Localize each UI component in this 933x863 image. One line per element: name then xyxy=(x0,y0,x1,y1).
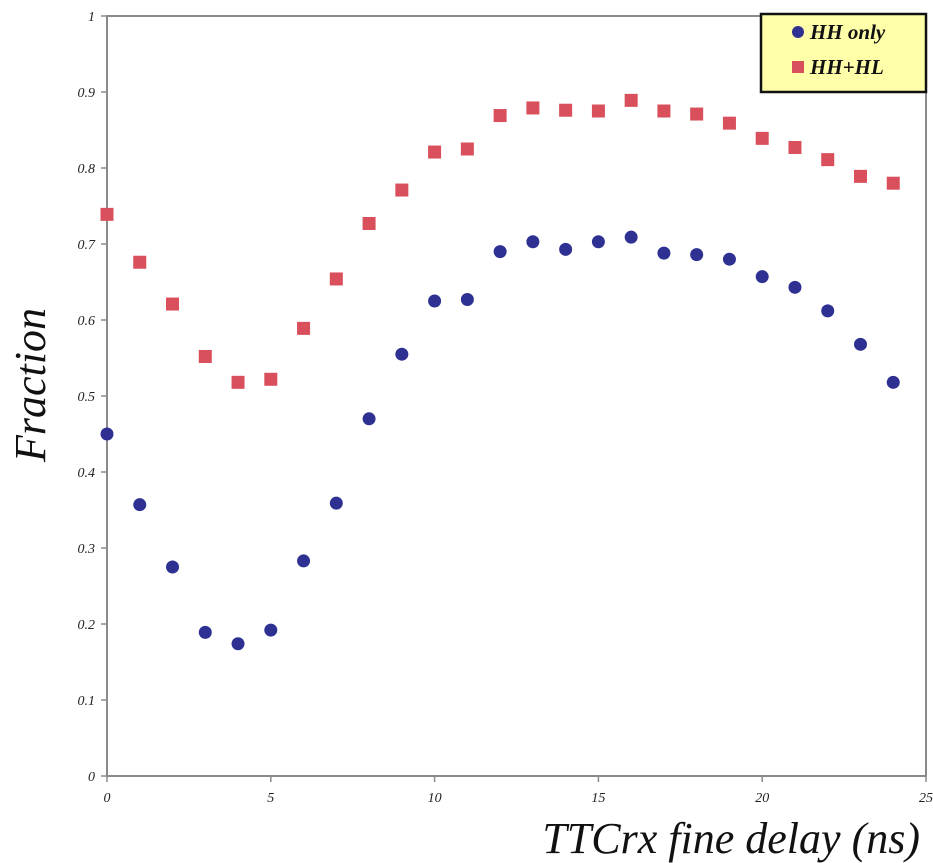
data-point-hh-only xyxy=(690,248,704,262)
data-point-hh-only xyxy=(559,242,573,256)
data-point-hh-only xyxy=(591,235,605,249)
y-tick-label: 0.6 xyxy=(78,314,96,329)
data-point-hh-hl xyxy=(231,375,245,389)
data-point-hh-only xyxy=(657,246,671,260)
data-point-hh-hl xyxy=(362,216,376,230)
data-point-hh-hl xyxy=(591,104,605,118)
x-tick-label: 0 xyxy=(104,791,111,806)
legend-box xyxy=(759,12,928,94)
data-point-hh-only xyxy=(755,270,769,284)
data-point-hh-hl xyxy=(460,142,474,156)
y-tick-label: 0.3 xyxy=(78,542,96,557)
y-tick-label: 0.8 xyxy=(78,162,96,177)
x-tick-label: 25 xyxy=(919,791,933,806)
series-hh-hl xyxy=(100,93,900,389)
legend: HH only HH+HL xyxy=(759,12,928,94)
data-point-hh-hl xyxy=(690,107,704,121)
data-point-hh-hl xyxy=(166,297,180,311)
data-point-hh-hl xyxy=(657,104,671,118)
data-point-hh-only xyxy=(493,245,507,259)
x-axis-title: TTCrx fine delay (ns) xyxy=(542,814,920,863)
series-hh-only xyxy=(100,230,900,651)
y-tick-label: 0.5 xyxy=(78,390,96,405)
data-point-hh-hl xyxy=(428,145,442,159)
data-point-hh-hl xyxy=(559,103,573,117)
data-point-hh-hl xyxy=(853,169,867,183)
x-tick-label: 10 xyxy=(428,791,442,806)
data-point-hh-only xyxy=(198,625,212,639)
data-point-hh-hl xyxy=(395,183,409,197)
data-point-hh-hl xyxy=(329,272,343,286)
data-point-hh-hl xyxy=(526,101,540,115)
data-point-hh-only xyxy=(362,412,376,426)
data-point-hh-hl xyxy=(624,93,638,107)
data-point-hh-hl xyxy=(133,255,147,269)
plot-frame xyxy=(106,15,927,777)
x-tick-label: 20 xyxy=(755,791,769,806)
data-point-hh-only xyxy=(460,292,474,306)
data-point-hh-only xyxy=(886,375,900,389)
x-tick-label: 15 xyxy=(591,791,605,806)
data-point-hh-hl xyxy=(264,372,278,386)
data-point-hh-hl xyxy=(886,176,900,190)
y-tick-label: 0 xyxy=(88,770,95,785)
data-point-hh-hl xyxy=(297,321,311,335)
plot-area xyxy=(106,15,927,777)
data-point-hh-only xyxy=(821,304,835,318)
y-tick-label: 0.1 xyxy=(78,694,96,709)
data-point-hh-only xyxy=(853,337,867,351)
y-axis-ticks: 0 0.1 0.2 0.3 0.4 0.5 0.6 0.7 0.8 0.9 1 xyxy=(78,10,107,785)
data-point-hh-only xyxy=(428,294,442,308)
y-tick-label: 0.4 xyxy=(78,466,96,481)
data-point-hh-hl xyxy=(198,349,212,363)
legend-label-hh-only: HH only xyxy=(809,20,886,44)
y-tick-label: 0.7 xyxy=(78,238,97,253)
data-point-hh-hl xyxy=(788,140,802,154)
data-point-hh-only xyxy=(526,235,540,249)
data-point-hh-hl xyxy=(493,109,507,123)
data-point-hh-hl xyxy=(821,153,835,167)
data-point-hh-hl xyxy=(722,116,736,130)
data-point-hh-only xyxy=(264,623,278,637)
series-layer xyxy=(100,93,900,651)
data-point-hh-only xyxy=(133,498,147,512)
data-point-hh-only xyxy=(722,252,736,266)
legend-marker-hh-only xyxy=(792,26,804,38)
x-axis-ticks: 0 5 10 15 20 25 xyxy=(104,776,933,806)
data-point-hh-hl xyxy=(100,207,114,221)
y-tick-label: 1 xyxy=(88,10,95,25)
data-point-hh-only xyxy=(788,280,802,294)
data-point-hh-only xyxy=(395,347,409,361)
y-tick-label: 0.9 xyxy=(78,86,96,101)
y-tick-label: 0.2 xyxy=(78,618,96,633)
data-point-hh-only xyxy=(329,496,343,510)
data-point-hh-hl xyxy=(755,131,769,145)
data-point-hh-only xyxy=(297,554,311,568)
x-tick-label: 5 xyxy=(267,791,274,806)
data-point-hh-only xyxy=(100,427,114,441)
legend-label-hh-hl: HH+HL xyxy=(809,55,884,79)
legend-marker-hh-hl xyxy=(792,61,804,73)
y-axis-title: Fraction xyxy=(6,308,55,463)
data-point-hh-only xyxy=(166,560,180,574)
data-point-hh-only xyxy=(231,637,245,651)
data-point-hh-only xyxy=(624,230,638,244)
